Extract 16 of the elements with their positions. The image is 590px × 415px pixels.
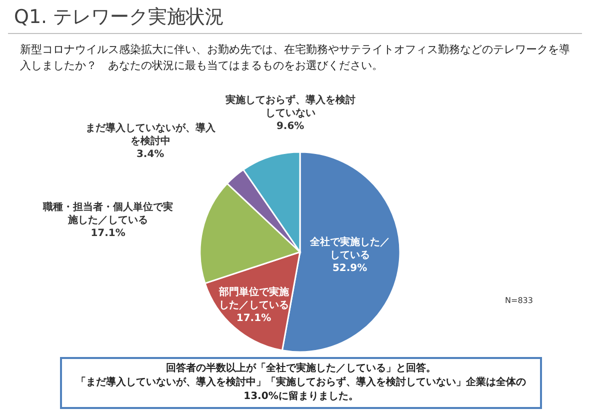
data-label: 3.4%	[136, 148, 164, 160]
slice-label: 部門単位で実施した／している	[218, 287, 289, 312]
data-label: 17.1%	[90, 228, 126, 239]
slice-label: 職種・担当者・個人単位で実施した／している	[43, 202, 174, 226]
text: N=833	[505, 296, 533, 305]
slice-label: 実施しておらず、導入を検討していない	[225, 94, 356, 119]
data-label: 52.9%	[332, 263, 368, 274]
chart-title: Q1. テレワーク実施状況	[14, 5, 224, 30]
slice-label: まだ導入していないが、導入を検討中	[85, 122, 216, 147]
data-label: 9.6%	[276, 120, 304, 132]
data-label: 17.1%	[236, 313, 272, 324]
text: 「まだ導入していないが、導入を検討中」「実施しておらず、導入を検討していない」企業は全体の	[75, 376, 527, 390]
chart-subtitle: 新型コロナウイルス感染拡大に伴い、お勤め先では、在宅勤務やサテライトオフィス勤務などのテレワークを導入しましたか？ あなたの状況に最も当てはまるものをお選びください。	[20, 42, 571, 74]
slice-label: 全社で実施した／している	[310, 237, 390, 262]
text: 回答者の半数以上が「全社で実施した／している」と回答。	[165, 362, 437, 376]
text: 13.0%に留まりました。	[242, 390, 360, 404]
